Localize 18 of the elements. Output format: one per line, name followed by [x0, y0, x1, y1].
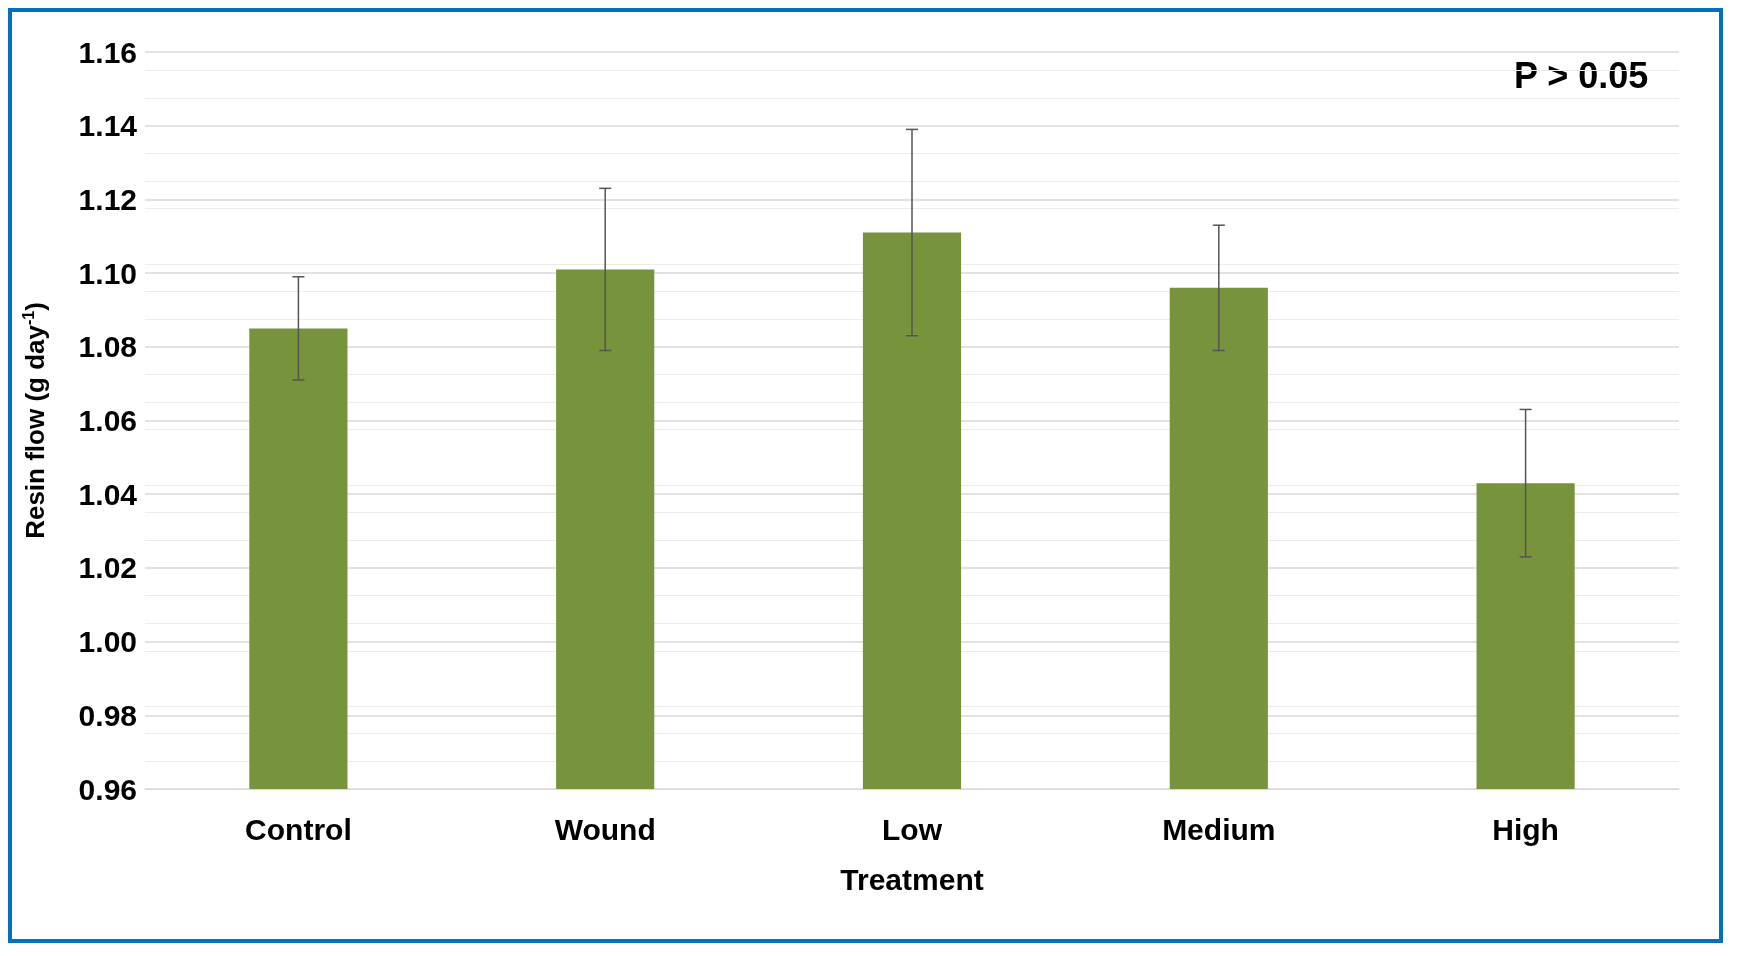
y-tick-label: 1.16: [78, 35, 137, 69]
y-tick-label: 1.02: [78, 551, 137, 585]
x-axis-title: Treatment: [840, 862, 984, 896]
x-tick-label: High: [1492, 812, 1559, 846]
y-tick-label: 1.06: [78, 404, 137, 437]
y-tick-label: 1.14: [78, 109, 138, 143]
x-tick-label: Control: [245, 812, 352, 846]
x-tick-label: Wound: [554, 812, 656, 846]
y-tick-label: 0.96: [78, 772, 137, 806]
x-tick-label: Low: [882, 812, 943, 846]
y-tick-label: 1.04: [78, 477, 138, 511]
y-tick-label: 1.10: [78, 256, 137, 290]
y-tick-label: 0.98: [78, 698, 137, 732]
y-axis-title: Resin flow (g day-1): [19, 302, 50, 539]
y-tick-label: 1.12: [78, 182, 137, 216]
y-tick-label: 1.00: [78, 625, 137, 659]
y-tick-label: 1.08: [78, 330, 137, 364]
x-tick-label: Medium: [1162, 812, 1276, 846]
